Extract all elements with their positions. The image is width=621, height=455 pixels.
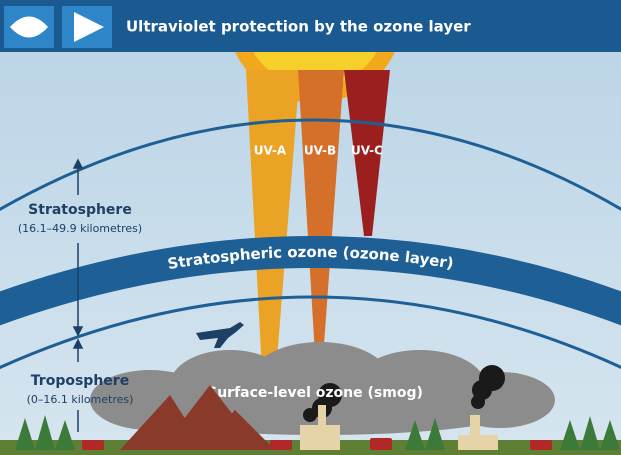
infographic: UV-A UV-B UV-C Stratospheric ozone (ozon… [0,0,621,455]
header-title: Ultraviolet protection by the ozone laye… [126,18,471,36]
uv-c-label: UV-C [351,144,383,158]
stratosphere-range: (16.1–49.9 kilometres) [18,222,142,235]
stratosphere-label: Stratosphere [28,202,132,218]
troposphere-label: Troposphere [31,373,129,389]
play-button[interactable] [62,6,112,48]
uv-b-label: UV-B [304,144,336,158]
smog-label: Surface-level ozone (smog) [207,385,423,401]
uv-a-label: UV-A [254,144,287,158]
view-button[interactable] [4,6,54,48]
troposphere-range: (0–16.1 kilometres) [27,393,134,406]
